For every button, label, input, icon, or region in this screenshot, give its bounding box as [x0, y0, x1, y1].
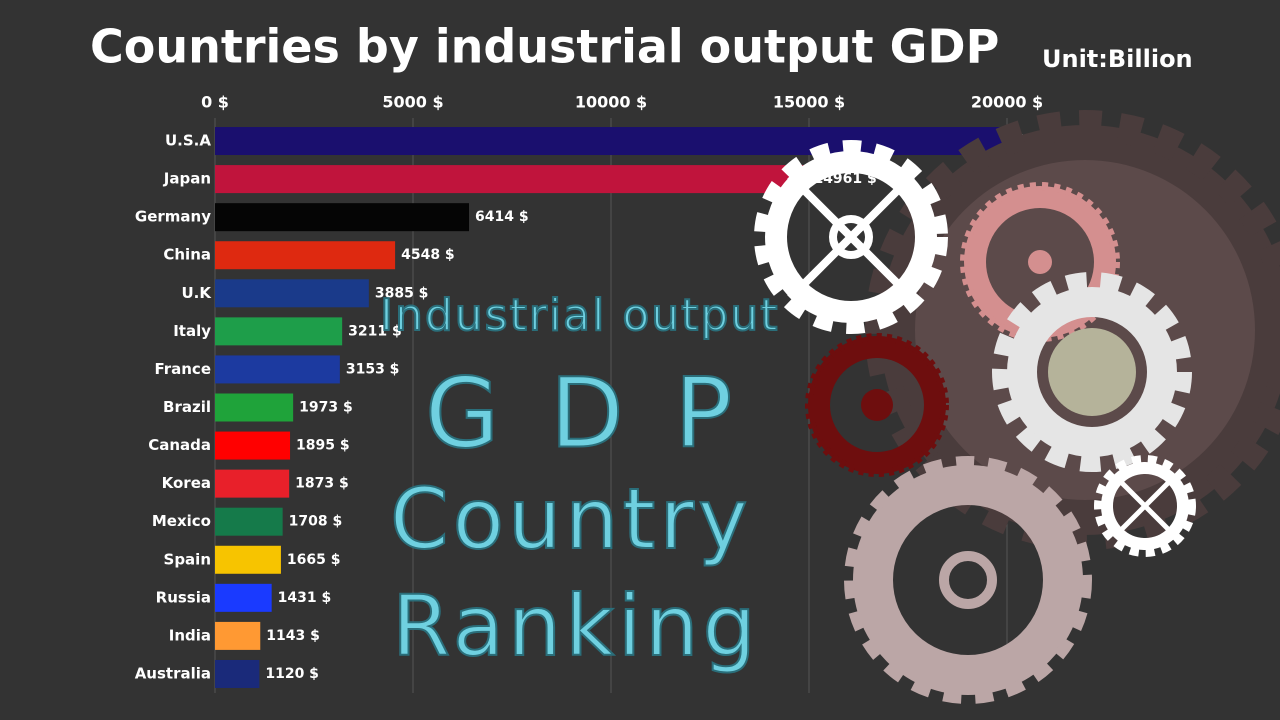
bar: [215, 279, 369, 308]
value-label: 3885 $: [375, 285, 429, 301]
y-tick-label: Russia: [156, 588, 211, 606]
y-tick-label: Spain: [164, 550, 211, 568]
bar: [215, 469, 290, 498]
y-tick-label: Brazil: [163, 398, 211, 416]
bar: [215, 545, 281, 574]
bar: [215, 621, 261, 650]
bar: [215, 165, 808, 194]
value-label: 4548 $: [401, 247, 455, 263]
y-tick-label: Australia: [135, 664, 211, 682]
bar: [215, 393, 294, 422]
overlay-text: Country: [390, 470, 752, 568]
value-label: 1708 $: [289, 514, 343, 530]
plot-area: 0 $5000 $10000 $15000 $20000 $U.S.A20089…: [135, 93, 1080, 693]
value-label: 3211 $: [348, 323, 402, 339]
y-tick-label: U.K: [181, 284, 212, 302]
y-tick-label: Germany: [135, 208, 211, 226]
value-label: 1143 $: [266, 628, 320, 644]
y-tick-label: China: [163, 246, 211, 264]
y-tick-label: Japan: [163, 170, 211, 188]
bar: [215, 355, 340, 384]
y-tick-label: Mexico: [152, 512, 211, 530]
x-tick-label: 10000 $: [575, 93, 647, 112]
y-tick-label: U.S.A: [165, 132, 211, 150]
bar: [215, 507, 283, 536]
chart-subtitle: Unit:Billion: [1042, 45, 1193, 73]
bar: [215, 317, 343, 346]
value-label: 1120 $: [265, 666, 319, 682]
value-label: 1431 $: [278, 590, 332, 606]
value-label: 3153 $: [346, 361, 400, 377]
bar: [215, 431, 291, 460]
bar: [215, 659, 260, 688]
chart-title: Countries by industrial output GDP: [90, 20, 999, 74]
overlay-text: Industrial output: [380, 290, 779, 341]
gears-decoration: [754, 110, 1280, 704]
x-tick-label: 5000 $: [382, 93, 443, 112]
x-tick-label: 15000 $: [773, 93, 845, 112]
value-label: 1973 $: [299, 400, 353, 416]
value-label: 1873 $: [295, 476, 349, 492]
y-tick-label: India: [169, 626, 211, 644]
value-label: 1895 $: [296, 438, 350, 454]
overlay-text: Ranking: [392, 577, 760, 675]
y-tick-label: France: [154, 360, 211, 378]
y-tick-label: Korea: [162, 474, 211, 492]
value-label: 1665 $: [287, 552, 341, 568]
y-tick-label: Italy: [173, 322, 211, 340]
bar: [215, 583, 272, 612]
x-tick-label: 0 $: [201, 93, 229, 112]
y-tick-label: Canada: [148, 436, 211, 454]
value-label: 6414 $: [475, 209, 529, 225]
bar: [215, 203, 469, 232]
bar: [215, 241, 396, 270]
x-tick-label: 20000 $: [971, 93, 1043, 112]
overlay-text: G D P: [425, 357, 742, 469]
